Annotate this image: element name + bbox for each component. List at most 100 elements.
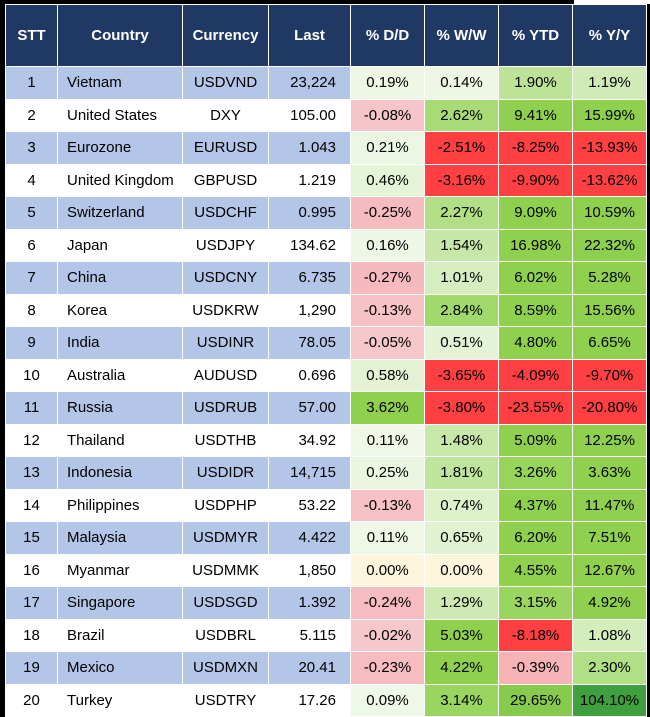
cell-country: Mexico [57,651,183,685]
cell-pct-dd: 0.25% [350,456,425,490]
cell-currency: DXY [182,98,269,132]
cell-last: 23,224 [268,66,351,100]
table-row: 5 Switzerland USDCHF 0.995 -0.25% 2.27% 9.09% 1… [5,196,647,230]
cell-country: Myanmar [57,553,183,587]
table-row: 14 Philippines USDPHP 53.22 -0.13% 0.74% 4.37%… [5,488,647,522]
cell-currency: USDJPY [182,228,269,262]
cell-currency: USDBRL [182,618,269,652]
cell-stt: 19 [5,651,58,685]
cell-country: United States [57,98,183,132]
fx-rates-table-page: STT Country Currency Last% D/D% W/W% YTD% Y… [5,4,647,717]
cell-pct-ytd: -23.55% [498,391,573,425]
cell-country: Switzerland [57,196,183,230]
cell-pct-yy: 7.51% [572,521,647,555]
cell-pct-yy: -13.62% [572,163,647,197]
cell-stt: 9 [5,326,58,360]
cell-country: Singapore [57,586,183,620]
cell-pct-yy: 11.47% [572,488,647,522]
cell-country: Vietnam [57,66,183,100]
cell-last: 14,715 [268,456,351,490]
cell-pct-yy: 15.99% [572,98,647,132]
cell-stt: 15 [5,521,58,555]
top-edge-artifact [574,0,650,4]
table-row: 3 Eurozone EURUSD 1.043 0.21% -2.51% -8.25% -13… [5,131,647,165]
cell-last: 1.043 [268,131,351,165]
cell-pct-ww: 5.03% [424,618,499,652]
cell-stt: 18 [5,618,58,652]
cell-currency: EURUSD [182,131,269,165]
cell-stt: 2 [5,98,58,132]
cell-stt: 11 [5,391,58,425]
cell-pct-dd: 0.46% [350,163,425,197]
cell-last: 0.995 [268,196,351,230]
cell-pct-dd: 0.58% [350,358,425,392]
cell-last: 5.115 [268,618,351,652]
cell-pct-dd: -0.13% [350,293,425,327]
cell-stt: 13 [5,456,58,490]
cell-stt: 12 [5,423,58,457]
cell-pct-ytd: 29.65% [498,683,573,717]
table-row: 8 Korea USDKRW 1,290 -0.13% 2.84% 8.59% 15.56% [5,293,647,327]
table-row: 12 Thailand USDTHB 34.92 0.11% 1.48% 5.09% 12.2… [5,423,647,457]
cell-stt: 20 [5,683,58,717]
cell-pct-ww: 0.14% [424,66,499,100]
cell-last: 78.05 [268,326,351,360]
cell-pct-ytd: -4.09% [498,358,573,392]
cell-pct-yy: 5.28% [572,261,647,295]
cell-pct-ytd: 6.02% [498,261,573,295]
cell-pct-ww: 0.74% [424,488,499,522]
cell-stt: 3 [5,131,58,165]
header-cell-pct-ww: % W/W [424,4,499,67]
header-cell-currency: Currency [182,4,269,67]
cell-last: 53.22 [268,488,351,522]
cell-pct-dd: -0.13% [350,488,425,522]
cell-pct-dd: -0.25% [350,196,425,230]
cell-pct-yy: 22.32% [572,228,647,262]
cell-pct-ww: 1.54% [424,228,499,262]
cell-last: 20.41 [268,651,351,685]
cell-pct-yy: 104.10% [572,683,647,717]
cell-currency: USDMYR [182,521,269,555]
cell-country: Thailand [57,423,183,457]
header-cell-stt: STT [5,4,58,67]
table-row: 4 United Kingdom GBPUSD 1.219 0.46% -3.16% -9.… [5,163,647,197]
cell-pct-ww: 1.48% [424,423,499,457]
cell-pct-ytd: 5.09% [498,423,573,457]
cell-country: Philippines [57,488,183,522]
cell-last: 134.62 [268,228,351,262]
cell-pct-ytd: 6.20% [498,521,573,555]
cell-country: Korea [57,293,183,327]
cell-pct-ytd: -8.25% [498,131,573,165]
cell-stt: 10 [5,358,58,392]
cell-pct-ww: 3.14% [424,683,499,717]
cell-pct-yy: 12.25% [572,423,647,457]
table-row: 1 Vietnam USDVND 23,224 0.19% 0.14% 1.90% 1.19% [5,66,647,100]
cell-pct-yy: 12.67% [572,553,647,587]
cell-pct-ww: 1.01% [424,261,499,295]
cell-currency: GBPUSD [182,163,269,197]
cell-pct-ytd: 4.37% [498,488,573,522]
cell-pct-yy: -20.80% [572,391,647,425]
cell-pct-ww: -3.65% [424,358,499,392]
cell-last: 34.92 [268,423,351,457]
cell-pct-ww: 2.62% [424,98,499,132]
table-row: 10 Australia AUDUSD 0.696 0.58% -3.65% -4.09% -… [5,358,647,392]
cell-pct-ytd: 8.59% [498,293,573,327]
cell-pct-ytd: 16.98% [498,228,573,262]
cell-country: Indonesia [57,456,183,490]
cell-pct-dd: -0.24% [350,586,425,620]
cell-pct-ytd: 4.55% [498,553,573,587]
table-row: 15 Malaysia USDMYR 4.422 0.11% 0.65% 6.20% 7.51… [5,521,647,555]
cell-pct-yy: 1.08% [572,618,647,652]
table-row: 18 Brazil USDBRL 5.115 -0.02% 5.03% -8.18% 1.08… [5,618,647,652]
table-row: 9 India USDINR 78.05 -0.05% 0.51% 4.80% 6.65% [5,326,647,360]
cell-pct-yy: 15.56% [572,293,647,327]
cell-last: 17.26 [268,683,351,717]
cell-currency: USDKRW [182,293,269,327]
cell-pct-dd: 0.19% [350,66,425,100]
header-cell-pct-ytd: % YTD [498,4,573,67]
cell-pct-dd: -0.08% [350,98,425,132]
cell-stt: 17 [5,586,58,620]
cell-currency: USDTHB [182,423,269,457]
cell-pct-ww: 1.29% [424,586,499,620]
